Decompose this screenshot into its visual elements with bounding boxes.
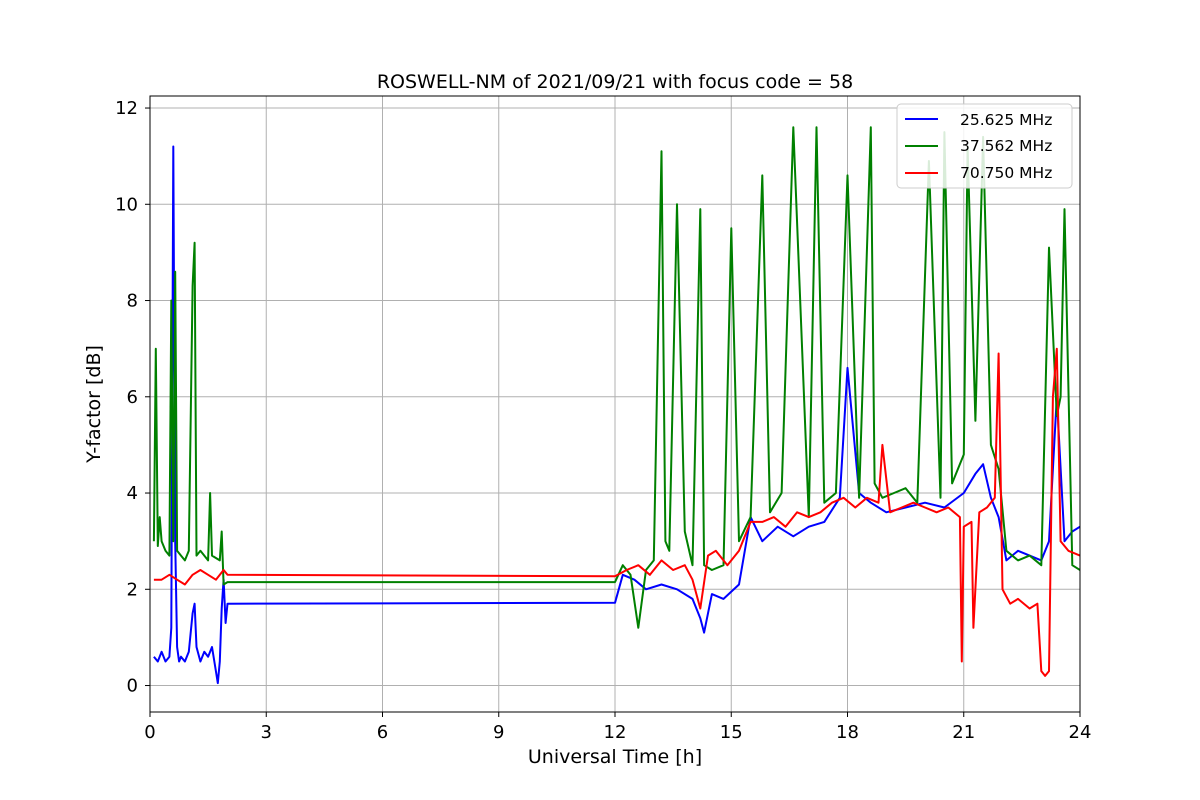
y-tick-label-1: 2 <box>127 579 138 600</box>
y-tick-label-6: 12 <box>115 98 138 119</box>
y-axis: 0 2 4 6 8 10 12 <box>115 98 150 697</box>
chart-title: ROSWELL-NM of 2021/09/21 with focus code… <box>377 71 853 93</box>
x-tick-label-8: 24 <box>1069 722 1092 743</box>
series-line-2 <box>153 347 1080 677</box>
y-tick-label-3: 6 <box>127 387 138 408</box>
series-layer <box>152 126 1080 685</box>
legend-box <box>896 103 1073 189</box>
legend-label-2: 70.750 MHz <box>960 164 1052 182</box>
x-tick-label-2: 6 <box>377 722 388 743</box>
y-tick-label-2: 4 <box>127 483 138 504</box>
x-tick-label-3: 9 <box>493 722 504 743</box>
legend-label-0: 25.625 MHz <box>960 111 1052 129</box>
legend: 25.625 MHz 37.562 MHz 70.750 MHz <box>896 103 1073 189</box>
x-tick-label-1: 3 <box>261 722 272 743</box>
y-axis-label: Y-factor [dB] <box>83 345 105 464</box>
y-tick-label-0: 0 <box>127 676 138 697</box>
series-line-0 <box>153 145 1080 685</box>
x-tick-label-6: 18 <box>836 722 859 743</box>
x-axis-label: Universal Time [h] <box>528 746 702 768</box>
series-line-1 <box>152 126 1080 629</box>
x-axis: 0 3 6 9 12 15 18 21 24 <box>144 712 1091 743</box>
plot-area <box>152 126 1080 685</box>
legend-label-1: 37.562 MHz <box>960 137 1052 155</box>
y-tick-label-4: 8 <box>127 291 138 312</box>
x-tick-label-7: 21 <box>952 722 975 743</box>
x-tick-label-4: 12 <box>604 722 627 743</box>
x-tick-label-5: 15 <box>720 722 743 743</box>
y-tick-label-5: 10 <box>115 194 138 215</box>
x-tick-label-0: 0 <box>144 722 155 743</box>
